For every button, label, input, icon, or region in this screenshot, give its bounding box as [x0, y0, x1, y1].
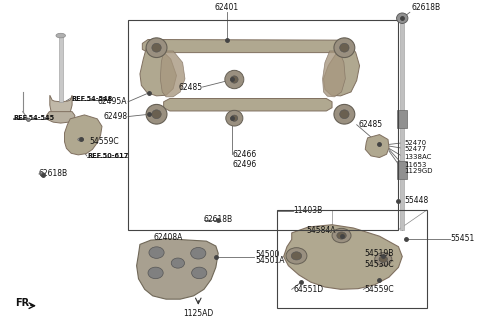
- Text: 54530C: 54530C: [364, 259, 394, 269]
- Text: 62485: 62485: [358, 120, 382, 129]
- Polygon shape: [164, 98, 332, 111]
- Polygon shape: [324, 46, 360, 96]
- Text: 62498: 62498: [103, 112, 127, 121]
- Ellipse shape: [334, 104, 355, 124]
- Ellipse shape: [192, 267, 207, 279]
- Polygon shape: [50, 95, 72, 118]
- Bar: [128, 20, 398, 230]
- Ellipse shape: [379, 256, 387, 262]
- Text: 62401: 62401: [215, 3, 239, 11]
- Text: 54584A: 54584A: [306, 226, 336, 235]
- Text: 54559C: 54559C: [89, 137, 119, 146]
- Text: 54501A: 54501A: [255, 256, 285, 265]
- Text: 62618B: 62618B: [204, 215, 233, 224]
- Ellipse shape: [152, 110, 161, 119]
- Text: 62485: 62485: [179, 83, 203, 92]
- Polygon shape: [64, 115, 102, 155]
- Text: 62466: 62466: [232, 150, 257, 159]
- Ellipse shape: [340, 110, 349, 119]
- Ellipse shape: [231, 115, 238, 121]
- Bar: [400, 23, 404, 230]
- Ellipse shape: [191, 248, 206, 259]
- Ellipse shape: [146, 104, 167, 124]
- Text: 64551D: 64551D: [293, 285, 323, 294]
- Polygon shape: [365, 134, 389, 157]
- Bar: [396, 161, 407, 179]
- Bar: [59, 36, 62, 102]
- Ellipse shape: [40, 173, 45, 176]
- Text: 54559C: 54559C: [364, 285, 394, 294]
- Text: 62496: 62496: [232, 160, 257, 169]
- Polygon shape: [140, 45, 177, 96]
- Polygon shape: [160, 51, 185, 97]
- Ellipse shape: [78, 138, 84, 141]
- Bar: [396, 110, 407, 128]
- Ellipse shape: [291, 252, 302, 260]
- Ellipse shape: [149, 247, 164, 258]
- Ellipse shape: [171, 258, 184, 268]
- Ellipse shape: [152, 43, 161, 52]
- Text: 1125AD: 1125AD: [183, 309, 214, 318]
- Polygon shape: [323, 51, 345, 97]
- Text: 52477: 52477: [404, 146, 426, 152]
- Text: 55451: 55451: [451, 234, 475, 243]
- Polygon shape: [284, 225, 402, 289]
- Text: 54500: 54500: [255, 250, 279, 259]
- Text: 62408A: 62408A: [154, 233, 183, 242]
- Ellipse shape: [56, 33, 65, 38]
- Ellipse shape: [337, 232, 346, 239]
- Ellipse shape: [146, 38, 167, 57]
- Text: 11403B: 11403B: [293, 206, 323, 215]
- Text: 62618B: 62618B: [39, 170, 68, 178]
- Text: 62495A: 62495A: [97, 97, 127, 106]
- Text: 54519B: 54519B: [364, 249, 394, 258]
- Ellipse shape: [225, 70, 244, 89]
- Ellipse shape: [230, 76, 238, 83]
- Ellipse shape: [334, 38, 355, 57]
- Ellipse shape: [396, 13, 408, 23]
- Text: 62618B: 62618B: [412, 3, 441, 11]
- Text: 55448: 55448: [404, 196, 428, 205]
- Text: 1338AC: 1338AC: [404, 154, 432, 160]
- Polygon shape: [142, 39, 351, 52]
- Polygon shape: [137, 239, 218, 299]
- Ellipse shape: [148, 267, 163, 279]
- Ellipse shape: [375, 253, 392, 266]
- Ellipse shape: [340, 43, 349, 52]
- Text: REF.54-545: REF.54-545: [13, 115, 54, 121]
- Ellipse shape: [286, 248, 307, 264]
- Ellipse shape: [26, 118, 30, 121]
- Ellipse shape: [332, 228, 351, 243]
- Text: 1129GD: 1129GD: [404, 168, 432, 174]
- Text: 52470: 52470: [404, 140, 426, 146]
- Text: 11653: 11653: [404, 162, 427, 168]
- Text: REF.50-617: REF.50-617: [88, 153, 129, 159]
- Ellipse shape: [226, 110, 243, 126]
- Text: REF.54-548: REF.54-548: [71, 95, 112, 101]
- Text: FR.: FR.: [15, 298, 33, 308]
- Polygon shape: [47, 112, 75, 123]
- Bar: [277, 210, 427, 308]
